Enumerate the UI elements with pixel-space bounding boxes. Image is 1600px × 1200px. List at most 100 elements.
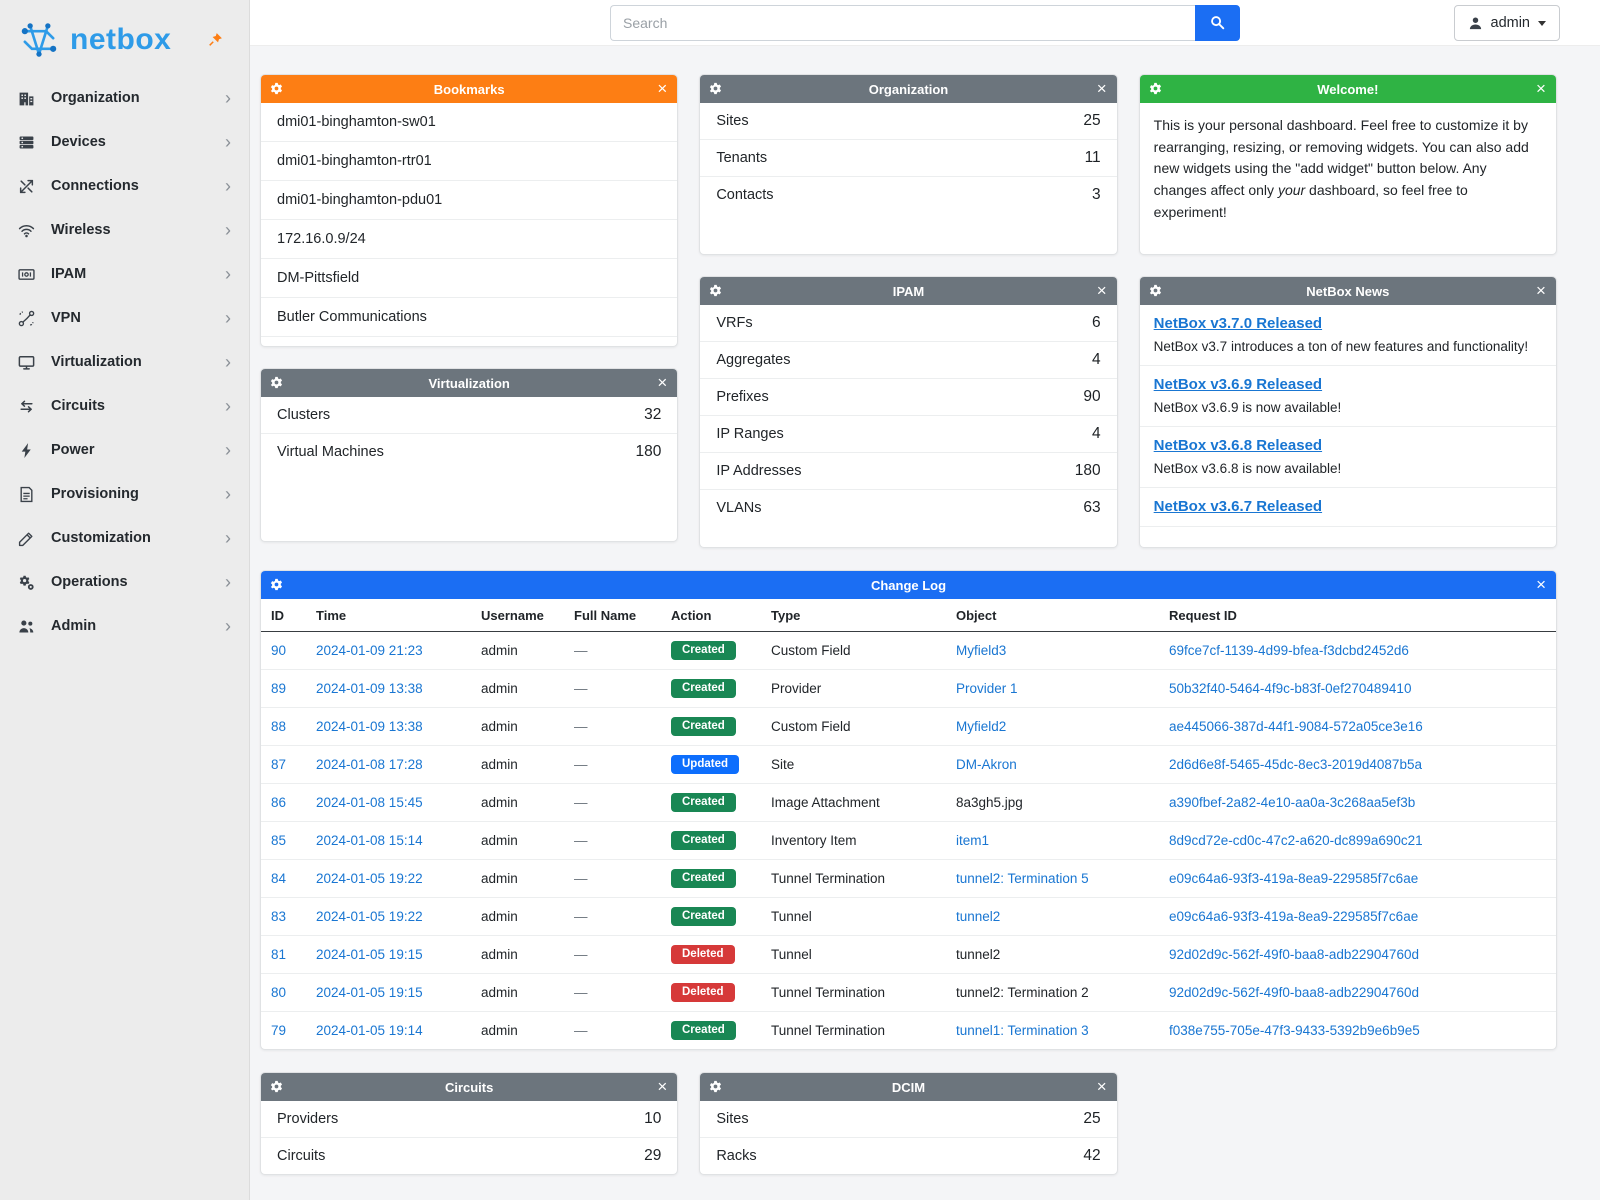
bookmark-item[interactable]: 172.16.0.9/24 xyxy=(261,220,678,259)
close-icon[interactable]: × xyxy=(1096,281,1107,300)
changelog-time-link[interactable]: 2024-01-05 19:22 xyxy=(316,871,423,886)
changelog-id-link[interactable]: 83 xyxy=(271,909,287,924)
sidebar-item-devices[interactable]: Devices › xyxy=(0,120,249,164)
widget-config-icon[interactable] xyxy=(270,82,283,95)
changelog-request-link[interactable]: 92d02d9c-562f-49f0-baa8-adb22904760d xyxy=(1169,947,1419,962)
changelog-object-link[interactable]: Provider 1 xyxy=(956,681,1018,696)
stat-value-link[interactable]: 42 xyxy=(1083,1147,1101,1164)
stat-value-link[interactable]: 3 xyxy=(1092,186,1101,203)
search-input[interactable] xyxy=(610,4,1195,41)
sidebar-item-operations[interactable]: Operations › xyxy=(0,560,249,604)
close-icon[interactable]: × xyxy=(657,373,668,392)
sidebar-item-circuits[interactable]: Circuits › xyxy=(0,384,249,428)
changelog-id-link[interactable]: 90 xyxy=(271,643,287,658)
changelog-request-link[interactable]: f038e755-705e-47f3-9433-5392b9e6b9e5 xyxy=(1169,1023,1420,1038)
changelog-request-link[interactable]: 92d02d9c-562f-49f0-baa8-adb22904760d xyxy=(1169,985,1419,1000)
close-icon[interactable]: × xyxy=(1096,79,1107,98)
news-headline-link[interactable]: NetBox v3.6.9 Released xyxy=(1153,376,1323,393)
stat-value-link[interactable]: 32 xyxy=(644,406,662,423)
changelog-request-link[interactable]: e09c64a6-93f3-419a-8ea9-229585f7c6ae xyxy=(1169,909,1419,924)
stat-value-link[interactable]: 29 xyxy=(644,1147,662,1164)
widget-config-icon[interactable] xyxy=(709,284,722,297)
changelog-id-link[interactable]: 80 xyxy=(271,985,287,1000)
changelog-request-link[interactable]: e09c64a6-93f3-419a-8ea9-229585f7c6ae xyxy=(1169,871,1419,886)
bookmark-item[interactable]: dmi01-binghamton-sw01 xyxy=(261,103,678,142)
changelog-object-link[interactable]: Myfield2 xyxy=(956,719,1007,734)
changelog-id-link[interactable]: 84 xyxy=(271,871,287,886)
bookmark-item[interactable]: DM-Pittsfield xyxy=(261,259,678,298)
stat-value-link[interactable]: 25 xyxy=(1083,1110,1101,1127)
sidebar-item-vpn[interactable]: VPN › xyxy=(0,296,249,340)
stat-value-link[interactable]: 90 xyxy=(1083,388,1101,405)
sidebar-item-customization[interactable]: Customization › xyxy=(0,516,249,560)
changelog-id-link[interactable]: 85 xyxy=(271,833,287,848)
changelog-request-link[interactable]: ae445066-387d-44f1-9084-572a05ce3e16 xyxy=(1169,719,1423,734)
changelog-id-link[interactable]: 86 xyxy=(271,795,287,810)
news-headline-link[interactable]: NetBox v3.6.7 Released xyxy=(1153,498,1323,515)
close-icon[interactable]: × xyxy=(1096,1077,1107,1096)
widget-config-icon[interactable] xyxy=(270,1080,283,1093)
bookmark-item[interactable]: dmi01-binghamton-rtr01 xyxy=(261,142,678,181)
sidebar-item-admin[interactable]: Admin › xyxy=(0,604,249,648)
sidebar-item-connections[interactable]: Connections › xyxy=(0,164,249,208)
changelog-object-link[interactable]: tunnel2 xyxy=(956,909,1001,924)
changelog-time-link[interactable]: 2024-01-08 17:28 xyxy=(316,757,423,772)
changelog-object-link[interactable]: Myfield3 xyxy=(956,643,1007,658)
widget-config-icon[interactable] xyxy=(709,82,722,95)
changelog-id-link[interactable]: 87 xyxy=(271,757,287,772)
widget-config-icon[interactable] xyxy=(1149,284,1162,297)
sidebar-item-organization[interactable]: Organization › xyxy=(0,76,249,120)
stat-value-link[interactable]: 25 xyxy=(1083,112,1101,129)
sidebar-item-provisioning[interactable]: Provisioning › xyxy=(0,472,249,516)
pin-sidebar-icon[interactable] xyxy=(208,32,223,50)
changelog-id-link[interactable]: 88 xyxy=(271,719,287,734)
close-icon[interactable]: × xyxy=(657,1077,668,1096)
user-menu-button[interactable]: admin xyxy=(1453,5,1560,41)
changelog-object-link[interactable]: DM-Akron xyxy=(956,757,1017,772)
sidebar-item-wireless[interactable]: Wireless › xyxy=(0,208,249,252)
close-icon[interactable]: × xyxy=(1536,79,1546,98)
stat-value-link[interactable]: 180 xyxy=(635,443,662,460)
sidebar-item-virtualization[interactable]: Virtualization › xyxy=(0,340,249,384)
widget-config-icon[interactable] xyxy=(270,578,283,591)
changelog-time-link[interactable]: 2024-01-05 19:22 xyxy=(316,909,423,924)
news-headline-link[interactable]: NetBox v3.6.8 Released xyxy=(1153,437,1323,454)
changelog-time-link[interactable]: 2024-01-05 19:15 xyxy=(316,947,423,962)
sidebar-item-ipam[interactable]: IPAM › xyxy=(0,252,249,296)
close-icon[interactable]: × xyxy=(657,79,668,98)
search-button[interactable] xyxy=(1195,4,1240,41)
stat-value-link[interactable]: 4 xyxy=(1092,425,1101,442)
stat-value-link[interactable]: 11 xyxy=(1084,149,1101,166)
changelog-request-link[interactable]: 50b32f40-5464-4f9c-b83f-0ef270489410 xyxy=(1169,681,1412,696)
close-icon[interactable]: × xyxy=(1536,281,1546,300)
stat-value-link[interactable]: 63 xyxy=(1083,499,1101,516)
changelog-time-link[interactable]: 2024-01-09 21:23 xyxy=(316,643,423,658)
changelog-id-link[interactable]: 79 xyxy=(271,1023,287,1038)
bookmark-item[interactable]: Butler Communications xyxy=(261,298,678,337)
stat-value-link[interactable]: 4 xyxy=(1092,351,1101,368)
changelog-request-link[interactable]: 69fce7cf-1139-4d99-bfea-f3dcbd2452d6 xyxy=(1169,643,1409,658)
news-headline-link[interactable]: NetBox v3.7.0 Released xyxy=(1153,315,1323,332)
changelog-time-link[interactable]: 2024-01-08 15:45 xyxy=(316,795,423,810)
widget-config-icon[interactable] xyxy=(709,1080,722,1093)
bookmark-item[interactable]: dmi01-binghamton-pdu01 xyxy=(261,181,678,220)
widget-config-icon[interactable] xyxy=(270,376,283,389)
changelog-time-link[interactable]: 2024-01-08 15:14 xyxy=(316,833,423,848)
stat-value-link[interactable]: 180 xyxy=(1074,462,1101,479)
changelog-request-link[interactable]: 8d9cd72e-cd0c-47c2-a620-dc899a690c21 xyxy=(1169,833,1423,848)
stat-value-link[interactable]: 6 xyxy=(1092,314,1101,331)
changelog-id-link[interactable]: 89 xyxy=(271,681,287,696)
sidebar-item-power[interactable]: Power › xyxy=(0,428,249,472)
widget-config-icon[interactable] xyxy=(1149,82,1162,95)
changelog-object-link[interactable]: tunnel2: Termination 5 xyxy=(956,871,1089,886)
changelog-object-link[interactable]: tunnel1: Termination 3 xyxy=(956,1023,1089,1038)
changelog-time-link[interactable]: 2024-01-09 13:38 xyxy=(316,719,423,734)
changelog-request-link[interactable]: a390fbef-2a82-4e10-aa0a-3c268aa5ef3b xyxy=(1169,795,1416,810)
changelog-object-link[interactable]: item1 xyxy=(956,833,990,848)
close-icon[interactable]: × xyxy=(1536,575,1546,594)
changelog-time-link[interactable]: 2024-01-05 19:15 xyxy=(316,985,423,1000)
changelog-request-link[interactable]: 2d6d6e8f-5465-45dc-8ec3-2019d4087b5a xyxy=(1169,757,1422,772)
changelog-time-link[interactable]: 2024-01-09 13:38 xyxy=(316,681,423,696)
changelog-time-link[interactable]: 2024-01-05 19:14 xyxy=(316,1023,423,1038)
changelog-id-link[interactable]: 81 xyxy=(271,947,287,962)
